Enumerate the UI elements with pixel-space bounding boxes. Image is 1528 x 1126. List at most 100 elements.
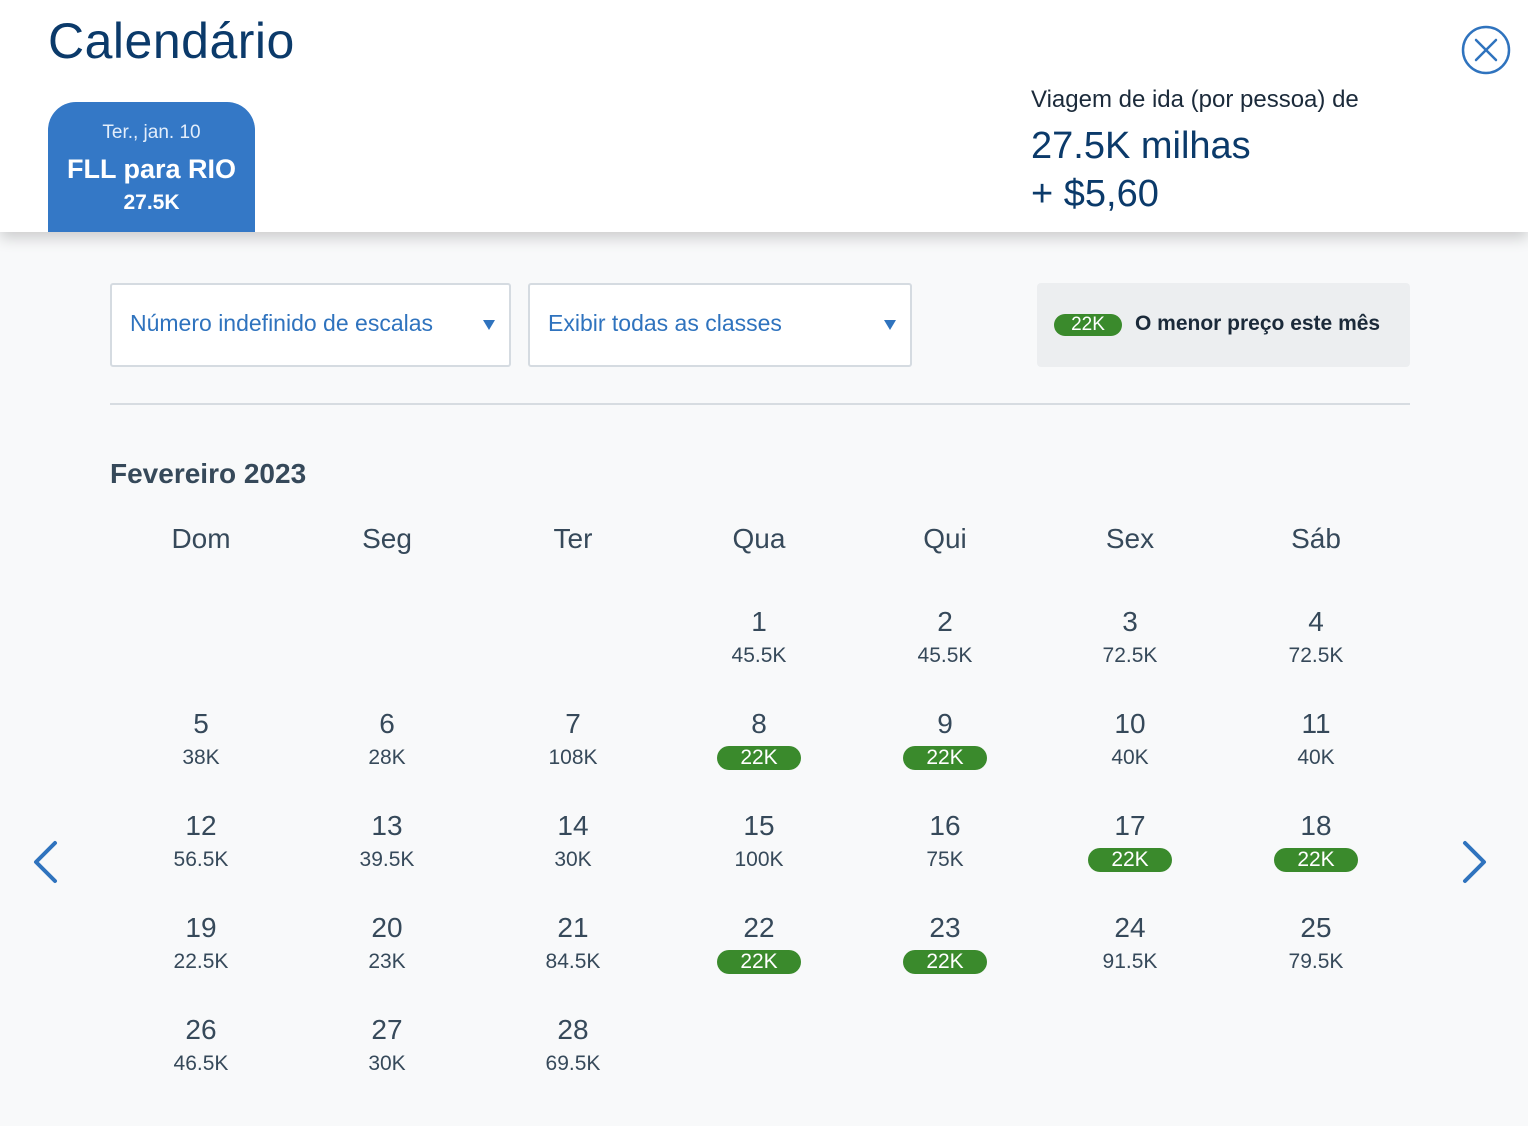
lowest-price-badge: 22K [903,746,987,770]
day-price: 100K [734,848,784,871]
day-price: 30K [554,848,592,871]
calendar-day-cell[interactable]: 25 79.5K [1241,908,1391,998]
calendar-day-cell[interactable]: 26 46.5K [126,1010,276,1100]
day-price: 45.5K [731,644,787,667]
calendar-day-cell[interactable]: 20 23K [312,908,462,998]
day-number: 26 [185,1014,217,1045]
calendar-day-cell[interactable]: 14 30K [498,806,648,896]
close-button[interactable] [1461,25,1511,75]
calendar-day-cell[interactable]: 15 100K [684,806,834,896]
calendar-day-cell[interactable]: 10 40K [1055,704,1205,794]
fare-summary-label: Viagem de ida (por pessoa) de [1031,86,1359,113]
calendar-day-cell[interactable]: 2 45.5K [870,602,1020,692]
trip-tab-outbound[interactable]: Ter., jan. 10 FLL para RIO 27.5K [48,102,255,232]
weekday-label: Sex [1105,523,1155,554]
calendar-day-cell[interactable]: 6 28K [312,704,462,794]
calendar-day-cell[interactable]: 23 22K [870,908,1020,998]
calendar-day-cell[interactable]: 16 75K [870,806,1020,896]
day-number: 22 [743,912,775,943]
day-price: 46.5K [173,1052,229,1075]
day-number: 3 [1122,606,1138,637]
day-price: 40K [1297,746,1335,769]
day-price: 79.5K [1288,950,1344,973]
day-price: 38K [182,746,220,769]
cabin-filter-select[interactable]: Exibir todas as classes [528,283,912,367]
stops-filter-value: Número indefinido de escalas [130,310,434,336]
day-number: 14 [557,810,589,841]
lowest-price-legend-text: O menor preço este mês [1135,312,1381,335]
trip-tab-route: FLL para RIO [66,154,237,184]
weekday-label: Qui [923,523,967,554]
lowest-price-badge: 22K [1054,314,1122,336]
calendar-day-cell[interactable]: 3 72.5K [1055,602,1205,692]
day-number: 24 [1114,912,1146,943]
day-number: 16 [929,810,961,841]
page-title: Calendário [48,13,295,69]
day-price: 23K [368,950,406,973]
day-number: 21 [557,912,589,943]
day-price: 45.5K [917,644,973,667]
day-price: 72.5K [1102,644,1158,667]
lowest-price-legend: 22K O menor preço este mês [1037,283,1410,367]
calendar-day-cell[interactable]: 12 56.5K [126,806,276,896]
day-price: 22.5K [173,950,229,973]
close-circle-icon [1461,25,1511,75]
weekday-label: Qua [732,523,786,554]
weekday-label: Ter [553,523,593,554]
day-number: 10 [1114,708,1146,739]
fare-summary-miles: 27.5K milhas [1031,125,1251,167]
lowest-price-badge: 22K [1088,848,1172,872]
day-number: 15 [743,810,775,841]
day-price: 91.5K [1102,950,1158,973]
calendar-day-cell[interactable]: 27 30K [312,1010,462,1100]
trip-tab-date: Ter., jan. 10 [102,122,201,143]
divider [110,403,1410,405]
calendar-day-cell[interactable]: 5 38K [126,704,276,794]
day-number: 27 [371,1014,403,1045]
calendar-day-cell[interactable]: 24 91.5K [1055,908,1205,998]
weekday-label: Sáb [1291,523,1341,554]
day-price: 84.5K [545,950,601,973]
day-price: 39.5K [359,848,415,871]
cabin-filter-value: Exibir todas as classes [548,310,782,336]
calendar-day-cell[interactable]: 4 72.5K [1241,602,1391,692]
day-price: 28K [368,746,406,769]
day-price: 56.5K [173,848,229,871]
fare-summary-cash: + $5,60 [1031,173,1159,215]
calendar-day-cell[interactable]: 8 22K [684,704,834,794]
day-number: 1 [751,606,767,637]
prev-month-button[interactable] [30,840,60,889]
day-number: 8 [751,708,767,739]
next-month-button[interactable] [1460,840,1490,889]
calendar-day-cell[interactable]: 22 22K [684,908,834,998]
header: Calendário Ter., jan. 10 FLL para RIO 27… [0,0,1528,232]
calendar-day-cell[interactable]: 1 45.5K [684,602,834,692]
day-price: 108K [548,746,598,769]
day-number: 7 [565,708,581,739]
day-number: 9 [937,708,953,739]
day-price: 69.5K [545,1052,601,1075]
weekday-header: Dom Seg Ter Qua Qui Sex Sáb [108,523,1408,563]
stops-filter-select[interactable]: Número indefinido de escalas [110,283,511,367]
calendar-day-cell[interactable]: 7 108K [498,704,648,794]
day-number: 2 [937,606,953,637]
lowest-price-badge: 22K [717,950,801,974]
calendar-day-cell[interactable]: 9 22K [870,704,1020,794]
calendar-day-cell[interactable]: 21 84.5K [498,908,648,998]
day-number: 6 [379,708,395,739]
calendar-day-cell[interactable]: 19 22.5K [126,908,276,998]
chevron-left-icon [34,841,57,883]
day-price: 30K [368,1052,406,1075]
day-price: 40K [1111,746,1149,769]
day-number: 5 [193,708,209,739]
caret-down-icon [483,320,495,330]
weekday-label: Dom [171,523,231,554]
month-title: Fevereiro 2023 [110,458,307,489]
calendar-grid: 1 45.5K 2 45.5K 3 72.5K 4 72.5K 5 38K 6 28K 7 108K 8 22… [108,602,1408,1102]
calendar-day-cell[interactable]: 18 22K [1241,806,1391,896]
calendar-day-cell[interactable]: 28 69.5K [498,1010,648,1100]
calendar-day-cell[interactable]: 17 22K [1055,806,1205,896]
calendar-day-cell[interactable]: 11 40K [1241,704,1391,794]
calendar-day-cell[interactable]: 13 39.5K [312,806,462,896]
day-number: 25 [1300,912,1332,943]
